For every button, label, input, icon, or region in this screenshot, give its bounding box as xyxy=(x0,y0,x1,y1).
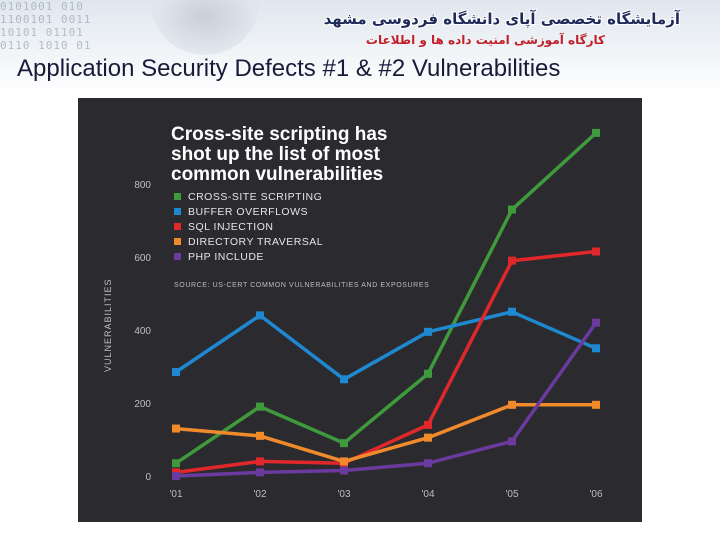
data-point xyxy=(424,459,432,468)
data-point xyxy=(424,327,432,336)
chart-legend: CROSS-SITE SCRIPTING BUFFER OVERFLOWS SQL … xyxy=(174,191,323,263)
data-point xyxy=(424,369,432,378)
data-point xyxy=(508,400,516,409)
x-tick-label: '05 xyxy=(505,489,518,500)
y-tick-label: 600 xyxy=(134,253,151,264)
y-tick-label: 400 xyxy=(134,326,151,337)
chart-panel: Cross-site scripting has shot up the lis… xyxy=(78,98,642,522)
data-point xyxy=(424,420,432,429)
series-line xyxy=(175,310,597,382)
slide-header: 0101001 010 1100101 0011 10101 01101 0110 1… xyxy=(0,0,720,96)
series-line xyxy=(175,403,596,464)
y-tick-label: 800 xyxy=(134,180,151,191)
data-point xyxy=(424,433,432,442)
data-point xyxy=(592,400,600,409)
x-tick-label: '03 xyxy=(337,489,350,500)
legend-label: DIRECTORY TRAVERSAL xyxy=(188,236,323,248)
x-tick-label: '01 xyxy=(169,489,182,500)
slide-title: Application Security Defects #1 & #2 Vul… xyxy=(17,55,561,82)
x-tick-label: '02 xyxy=(253,489,266,500)
data-point xyxy=(256,402,264,411)
data-point xyxy=(508,256,516,265)
data-point xyxy=(508,437,516,446)
chart-series xyxy=(172,128,600,480)
series-line xyxy=(175,249,597,475)
data-point xyxy=(256,457,264,466)
data-point xyxy=(508,307,516,316)
legend-label: PHP INCLUDE xyxy=(188,251,264,263)
chart-title-line-1: Cross-site scripting has xyxy=(171,124,387,145)
y-axis-ticks: 0 200 400 600 800 xyxy=(134,180,151,483)
data-point xyxy=(172,459,180,468)
y-axis-label: VULNERABILITIES xyxy=(103,278,113,372)
data-point xyxy=(172,424,180,433)
x-tick-label: '06 xyxy=(589,489,602,500)
data-point xyxy=(592,128,600,137)
chart-source: SOURCE: US-CERT COMMON VULNERABILITIES A… xyxy=(174,282,429,289)
data-point xyxy=(256,311,264,320)
series-line xyxy=(175,131,598,465)
workshop-name-persian: کارگاه آموزشی امنیت داده ها و اطلاعات xyxy=(365,33,605,47)
legend-swatch xyxy=(174,223,181,230)
vulnerabilities-line-chart: Cross-site scripting has shot up the lis… xyxy=(103,124,603,500)
data-point xyxy=(340,457,348,466)
chart-title-line-3: common vulnerabilities xyxy=(171,164,383,185)
keyboard-hand-image xyxy=(150,0,260,55)
data-point xyxy=(172,367,180,376)
legend-swatch xyxy=(174,238,181,245)
lab-name-persian: آزمایشگاه تخصصی آپای دانشگاه فردوسی مشهد xyxy=(323,10,680,28)
legend-swatch xyxy=(174,193,181,200)
legend-label: CROSS-SITE SCRIPTING xyxy=(188,191,322,203)
data-point xyxy=(508,205,516,214)
y-tick-label: 200 xyxy=(134,399,151,410)
data-point xyxy=(592,247,600,256)
legend-label: SQL INJECTION xyxy=(188,221,273,233)
data-point xyxy=(256,468,264,477)
data-point xyxy=(340,375,348,384)
data-point xyxy=(592,344,600,353)
x-axis-ticks: '01 '02 '03 '04 '05 '06 xyxy=(169,489,602,500)
series-line xyxy=(175,321,598,478)
data-point xyxy=(340,439,348,448)
x-tick-label: '04 xyxy=(421,489,434,500)
data-point xyxy=(340,466,348,475)
chart-title-line-2: shot up the list of most xyxy=(171,144,381,165)
legend-swatch xyxy=(174,253,181,260)
data-point xyxy=(172,472,180,480)
binary-background-decoration: 0101001 010 1100101 0011 10101 01101 0110 1… xyxy=(0,0,92,52)
data-point xyxy=(592,318,600,327)
data-point xyxy=(256,431,264,440)
legend-label: BUFFER OVERFLOWS xyxy=(188,206,308,218)
y-tick-label: 0 xyxy=(145,472,151,483)
legend-swatch xyxy=(174,208,181,215)
